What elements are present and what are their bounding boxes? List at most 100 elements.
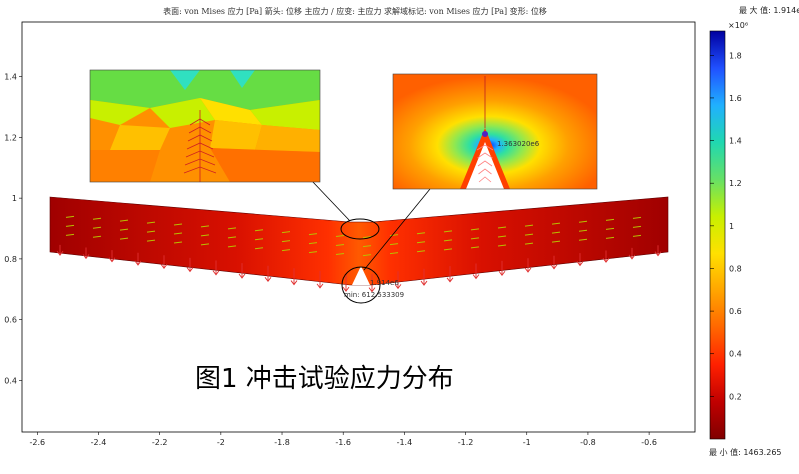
principal-stress-mark [281, 249, 291, 252]
principal-stress-mark [443, 248, 453, 251]
colorbar-tick-label: 0.6 [729, 307, 742, 316]
principal-stress-mark [173, 223, 183, 226]
displacement-arrow-head [550, 264, 558, 270]
displacement-arrow-head [238, 273, 246, 279]
zoom2-chevron [477, 160, 493, 167]
principal-stress-mark [146, 221, 156, 224]
displacement-arrow-head [394, 284, 402, 290]
displacement-arrow-head [290, 280, 298, 286]
principal-stress-mark [335, 235, 345, 238]
principal-stress-mark [308, 233, 318, 236]
principal-stress-mark [632, 234, 642, 237]
principal-stress-mark [605, 227, 615, 230]
y-tick-label: 1 [12, 194, 17, 203]
principal-stress-mark [443, 239, 453, 242]
zoom1-chevron [183, 166, 217, 174]
zoom-probe-value: 1.363020e6 [497, 140, 540, 148]
principal-stress-mark [416, 241, 426, 244]
colorbar-tick-label: 1.2 [729, 179, 742, 188]
colorbar-max-label: 最 大 值: 1.914e6 [739, 5, 799, 15]
principal-stress-mark [308, 251, 318, 254]
principal-stress-mark [578, 229, 588, 232]
principal-stress-mark [389, 252, 399, 255]
callout-ellipse-top [340, 218, 380, 240]
displacement-arrow-head [576, 261, 584, 267]
displacement-arrow-head [628, 254, 636, 260]
y-tick-label: 0.4 [4, 376, 17, 385]
x-tick-label: -0.8 [580, 438, 596, 447]
displacement-arrow-head [160, 263, 168, 269]
x-tick-label: -2.6 [29, 438, 45, 447]
x-tick-label: -1.2 [458, 438, 474, 447]
principal-stress-mark [497, 235, 507, 238]
colorbar-exponent: ×10⁶ [728, 21, 748, 30]
principal-stress-mark [551, 240, 561, 243]
colorbar-tick-label: 1.8 [729, 51, 742, 60]
x-tick-label: -1 [523, 438, 531, 447]
y-tick-label: 1.4 [4, 73, 17, 82]
principal-stress-mark [470, 228, 480, 231]
displacement-arrow-head [524, 267, 532, 273]
principal-stress-mark [470, 246, 480, 249]
notch-cutout [463, 136, 507, 189]
principal-stress-mark [308, 242, 318, 245]
x-axis-ticks: -2.6 -2.4 -2.2 -2 -1.8 -1.6 -1.4 -1.2 -1 -0.8 -0.6 [29, 432, 657, 447]
min-marker-label: min: 612.533309 [344, 291, 404, 299]
principal-stress-mark [65, 233, 75, 236]
principal-stress-mark [200, 243, 210, 246]
y-tick-label: 0.8 [4, 255, 17, 264]
principal-stress-mark [497, 226, 507, 229]
principal-stress-mark [470, 237, 480, 240]
principal-stress-mark [65, 215, 75, 218]
leader-line-left [311, 180, 351, 222]
principal-stress-mark [362, 236, 372, 239]
principal-stress-mark [227, 236, 237, 239]
principal-stress-mark [632, 216, 642, 219]
beam-notch [352, 266, 370, 285]
principal-stress-mark [173, 241, 183, 244]
y-tick-label: 0.6 [4, 316, 17, 325]
principal-stress-marks [65, 215, 642, 257]
principal-stress-mark [524, 233, 534, 236]
principal-stress-mark [497, 244, 507, 247]
principal-stress-mark [389, 234, 399, 237]
colorbar-tick-label: 0.2 [729, 392, 742, 401]
zoom2-chevron [478, 168, 492, 175]
principal-stress-mark [578, 238, 588, 241]
x-tick-label: -2.2 [152, 438, 168, 447]
principal-stress-mark [200, 225, 210, 228]
x-tick-label: -1.4 [397, 438, 413, 447]
beam-body [49, 196, 669, 286]
principal-stress-mark [119, 219, 129, 222]
displacement-arrow-head [56, 250, 64, 256]
zoom2-chevron [476, 144, 494, 151]
x-tick-label: -2.4 [91, 438, 107, 447]
y-tick-label: 1.2 [4, 133, 17, 142]
colorbar-tick-label: 1.6 [729, 94, 742, 103]
displacement-arrow-head [134, 260, 142, 266]
principal-stress-mark [92, 226, 102, 229]
zoom1-chevron [186, 142, 214, 150]
principal-stress-mark [389, 243, 399, 246]
principal-stress-mark [92, 217, 102, 220]
zoom-inset-top-surface [89, 69, 321, 183]
principal-stress-mark [92, 235, 102, 238]
principal-stress-mark [281, 231, 291, 234]
principal-stress-mark [119, 228, 129, 231]
y-axis-ticks: 0.4 0.6 0.8 1 1.2 1.4 [4, 73, 22, 385]
displacement-arrow-head [602, 257, 610, 263]
principal-stress-mark [227, 245, 237, 248]
x-tick-label: -0.6 [641, 438, 657, 447]
principal-stress-mark [65, 224, 75, 227]
leader-line-right [363, 188, 431, 271]
principal-stress-mark [632, 225, 642, 228]
max-marker-label: 1.914e6 [370, 279, 399, 287]
x-tick-label: -1.6 [335, 438, 351, 447]
principal-stress-mark [254, 229, 264, 232]
colorbar-min-label: 最 小 值: 1463.265 [709, 447, 782, 457]
displacement-arrow-head [472, 274, 480, 280]
principal-stress-mark [524, 242, 534, 245]
principal-stress-mark [362, 245, 372, 248]
principal-stress-mark [578, 220, 588, 223]
colorbar [709, 30, 726, 440]
